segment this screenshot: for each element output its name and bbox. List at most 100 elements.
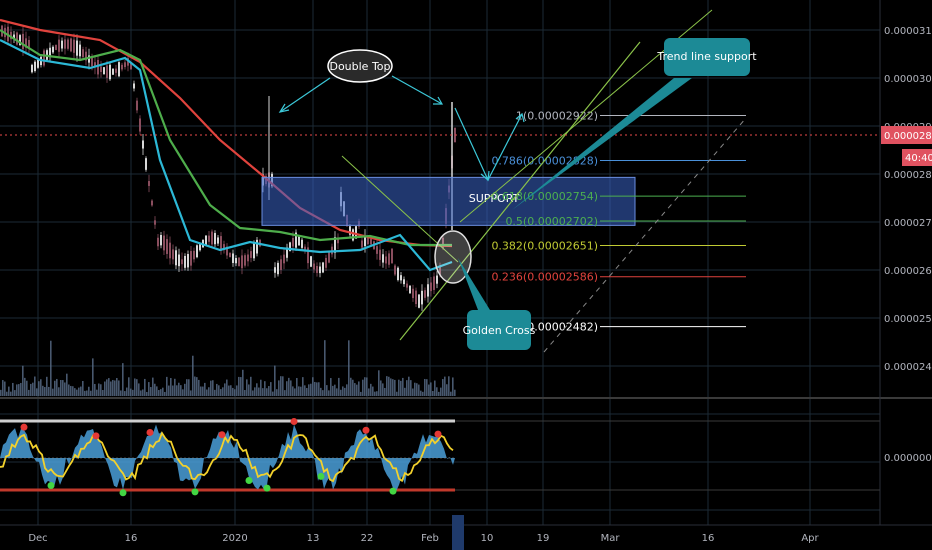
volume-bar <box>16 384 18 396</box>
volume-bar <box>174 378 176 396</box>
volume-bar <box>454 389 456 396</box>
volume-bar <box>368 388 370 396</box>
double-top-label: Double Top <box>329 60 390 73</box>
candle-body <box>352 229 354 241</box>
candle-body <box>337 239 339 244</box>
trend-line-support <box>399 41 641 341</box>
volume-bar <box>118 380 120 396</box>
volume-bar <box>430 382 432 396</box>
volume-bar <box>202 386 204 396</box>
volume-bar <box>66 373 68 396</box>
candle-body <box>118 62 120 77</box>
volume-bar <box>276 389 278 396</box>
candle-body <box>190 251 192 266</box>
candle-body <box>79 44 81 57</box>
candle-body <box>124 62 126 68</box>
volume-bar <box>338 377 340 396</box>
time-tick: 13 <box>307 533 320 544</box>
countdown-value: 40:40 <box>905 153 932 164</box>
volume-bar <box>428 384 430 396</box>
volume-bar <box>74 388 76 396</box>
moving-averages <box>0 18 453 272</box>
volume-bar <box>218 385 220 396</box>
candle-body <box>145 158 147 170</box>
osc-trough-dot <box>245 476 253 484</box>
candle-body <box>274 267 276 273</box>
osc-trough-dot <box>47 482 55 490</box>
volume-bar <box>408 376 410 396</box>
candle-body <box>199 244 201 251</box>
time-tick: Apr <box>801 533 819 544</box>
volume-bar <box>68 384 70 396</box>
volume-bar <box>352 379 354 396</box>
volume-bar <box>184 383 186 396</box>
volume-bar <box>86 390 88 396</box>
volume-bar <box>124 391 126 396</box>
candle-body <box>355 226 357 239</box>
volume-bar <box>196 377 198 396</box>
volume-bar <box>424 378 426 396</box>
countdown-badge <box>902 149 932 166</box>
candle-body <box>415 290 417 305</box>
time-axis[interactable]: Dec 16 2020 13 22 Feb 10 19 Mar 16 Apr <box>28 533 819 544</box>
candle-body <box>151 200 153 206</box>
volume-bar <box>326 385 328 396</box>
volume-bars <box>0 340 456 396</box>
volume-bar <box>188 379 190 396</box>
volume-bar <box>128 377 130 396</box>
volume-bar <box>166 376 168 396</box>
volume-bar <box>34 376 36 396</box>
volume-bar <box>168 385 170 396</box>
volume-bar <box>434 380 436 396</box>
volume-bar <box>92 358 94 396</box>
volume-bar <box>436 387 438 396</box>
volume-bar <box>236 385 238 396</box>
candle-body <box>76 40 78 56</box>
candle-body <box>106 65 108 78</box>
volume-bar <box>208 387 210 396</box>
volume-bar <box>24 377 26 396</box>
volume-bar <box>204 382 206 396</box>
volume-bar <box>14 390 16 396</box>
volume-bar <box>390 378 392 396</box>
volume-bar <box>294 388 296 396</box>
volume-bar <box>386 376 388 396</box>
candle-body <box>211 231 213 245</box>
volume-bar <box>6 391 8 396</box>
current-price-value: 0.00002877 <box>884 131 932 142</box>
volume-bar <box>50 340 52 396</box>
candle-body <box>427 284 429 297</box>
volume-bar <box>406 380 408 396</box>
volume-bar <box>306 388 308 396</box>
candle-body <box>142 140 144 149</box>
candle-body <box>97 59 99 75</box>
volume-bar <box>100 384 102 396</box>
candle-body <box>403 279 405 285</box>
volume-bar <box>304 385 306 396</box>
volume-bar <box>116 378 118 396</box>
volume-bar <box>28 389 30 396</box>
candle-body <box>73 39 75 53</box>
candle-body <box>217 237 219 244</box>
volume-bar <box>160 389 162 396</box>
candle-body <box>379 249 381 260</box>
candle-body <box>319 266 321 274</box>
candle-body <box>397 267 399 281</box>
volume-bar <box>228 385 230 396</box>
volume-bar <box>180 385 182 396</box>
volume-bar <box>26 380 28 396</box>
volume-bar <box>198 379 200 396</box>
volume-bar <box>106 379 108 396</box>
volume-bar <box>334 384 336 396</box>
volume-bar <box>438 391 440 396</box>
price-tick: 0.00002800 <box>884 170 932 181</box>
volume-bar <box>80 386 82 396</box>
volume-bar <box>132 389 134 396</box>
volume-bar <box>290 380 292 396</box>
volume-bar <box>158 390 160 396</box>
candle-body <box>181 259 183 265</box>
volume-bar <box>264 381 266 396</box>
volume-bar <box>72 386 74 396</box>
candle-body <box>388 253 390 265</box>
